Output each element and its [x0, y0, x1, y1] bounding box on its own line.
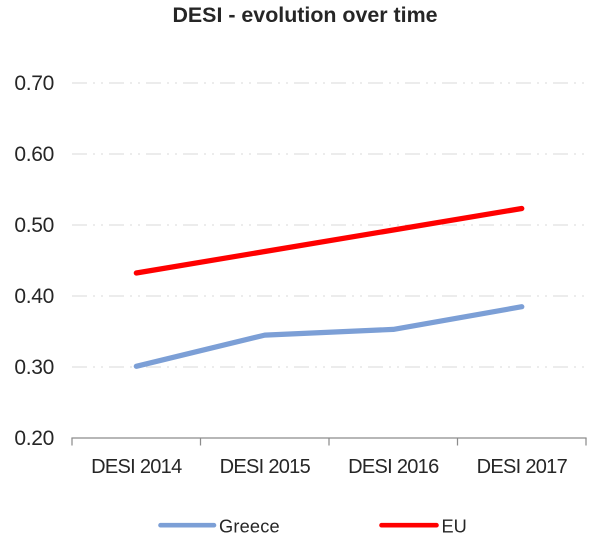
svg-text:0.70: 0.70	[14, 72, 54, 95]
svg-text:0.50: 0.50	[14, 214, 54, 237]
svg-text:Greece: Greece	[219, 516, 280, 536]
svg-text:0.30: 0.30	[14, 356, 54, 379]
svg-text:DESI 2015: DESI 2015	[220, 456, 311, 478]
svg-text:0.40: 0.40	[14, 285, 54, 308]
svg-text:DESI 2014: DESI 2014	[91, 456, 182, 478]
svg-text:DESI 2017: DESI 2017	[477, 456, 568, 478]
svg-text:0.20: 0.20	[14, 427, 54, 450]
svg-text:EU: EU	[442, 516, 467, 536]
svg-text:DESI - evolution over time: DESI - evolution over time	[172, 3, 437, 27]
svg-text:DESI 2016: DESI 2016	[348, 456, 439, 478]
svg-text:0.60: 0.60	[14, 143, 54, 166]
